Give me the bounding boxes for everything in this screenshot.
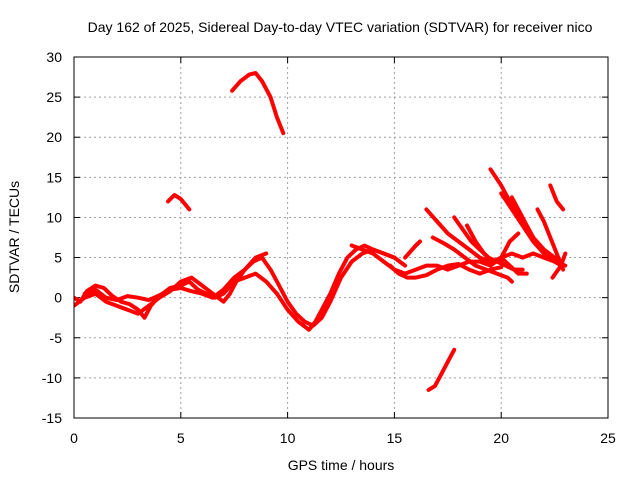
tick-labels: 0 5 10 15 20 25 -15 -10 -5 0 5 10 15 20 25 30 (42, 49, 616, 446)
y-tick-label: 20 (46, 129, 62, 145)
axis-ticks (73, 56, 609, 419)
data-series-track-main-4 (349, 243, 568, 276)
y-tick-label: 15 (46, 169, 62, 185)
x-axis-label: GPS time / hours (288, 457, 395, 473)
data-series-track-late-1 (424, 207, 504, 264)
y-tick-label: 10 (46, 209, 62, 225)
y-tick-label: -5 (50, 330, 63, 346)
data-series-track-late-9 (548, 183, 566, 212)
x-tick-label: 20 (493, 430, 509, 446)
y-tick-label: -10 (42, 370, 62, 386)
x-tick-label: 0 (70, 430, 78, 446)
plot-frame (73, 56, 609, 419)
x-tick-label: 15 (387, 430, 403, 446)
data-series-track-main-2 (74, 247, 397, 328)
data-series-track-morning-arc (166, 193, 192, 212)
y-tick-label: 5 (54, 250, 62, 266)
chart-title: Day 162 of 2025, Sidereal Day-to-day VTE… (88, 19, 593, 35)
data-series-track-negative (426, 347, 457, 392)
y-tick-label: 25 (46, 89, 62, 105)
y-tick-label: 0 (54, 290, 62, 306)
data-series-track-main-5 (388, 262, 504, 280)
data-series-track-noon-arc (230, 71, 286, 136)
data-traces (74, 71, 568, 392)
data-series-track-late-10 (499, 231, 521, 260)
data-series-track-main-1 (74, 243, 408, 332)
data-series-track-main-6 (403, 239, 422, 260)
data-series-track-late-8 (535, 207, 566, 272)
grid-lines (74, 57, 608, 418)
x-tick-label: 25 (600, 430, 616, 446)
y-tick-label: 30 (46, 49, 62, 65)
data-series-track-late-2 (430, 235, 514, 284)
data-series-track-late-11 (550, 251, 568, 280)
data-series-track-late-4 (465, 223, 529, 276)
data-series-track-main-3 (82, 251, 269, 303)
data-series-track-late-7 (509, 195, 563, 264)
x-tick-label: 5 (177, 430, 185, 446)
y-axis-label: SDTVAR / TECUs (6, 181, 22, 293)
y-tick-label: -15 (42, 410, 62, 426)
x-tick-label: 10 (280, 430, 296, 446)
